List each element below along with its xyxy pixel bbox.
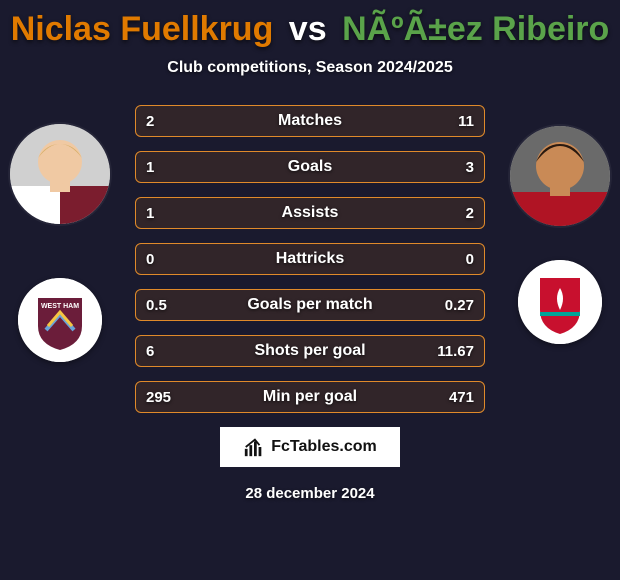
player-2-avatar-svg <box>510 126 610 226</box>
stat-row: 0 Hattricks 0 <box>135 243 485 275</box>
chart-icon <box>243 436 265 458</box>
fctables-logo-text: FcTables.com <box>271 438 377 456</box>
stat-value-left: 6 <box>146 336 154 366</box>
west-ham-crest-svg: WEST HAM <box>18 278 102 362</box>
stat-value-left: 1 <box>146 152 154 182</box>
stat-value-right: 11 <box>458 106 474 136</box>
player-2-name: NÃºÃ±ez Ribeiro <box>342 10 609 48</box>
stat-row: 295 Min per goal 471 <box>135 381 485 413</box>
stat-row: 1 Assists 2 <box>135 197 485 229</box>
vs-label: vs <box>289 10 327 48</box>
stat-value-right: 11.67 <box>437 336 474 366</box>
stat-row: 0.5 Goals per match 0.27 <box>135 289 485 321</box>
west-ham-crest: WEST HAM <box>18 278 102 362</box>
stat-value-left: 2 <box>146 106 154 136</box>
stat-row: 6 Shots per goal 11.67 <box>135 335 485 367</box>
player-1-avatar <box>10 124 110 224</box>
stat-value-left: 0.5 <box>146 290 167 320</box>
stat-label: Goals per match <box>247 296 372 314</box>
stat-label: Matches <box>278 112 342 130</box>
fctables-logo: FcTables.com <box>220 427 400 467</box>
stat-label: Shots per goal <box>254 342 365 360</box>
stat-row: 1 Goals 3 <box>135 151 485 183</box>
stat-label: Goals <box>288 158 332 176</box>
stat-label: Assists <box>282 204 339 222</box>
stat-value-left: 0 <box>146 244 154 274</box>
stat-value-right: 0 <box>466 244 474 274</box>
stat-value-right: 3 <box>466 152 474 182</box>
stat-value-left: 1 <box>146 198 154 228</box>
page-title: Niclas Fuellkrug vs NÃºÃ±ez Ribeiro <box>0 0 620 49</box>
subtitle: Club competitions, Season 2024/2025 <box>0 59 620 77</box>
stat-value-right: 2 <box>466 198 474 228</box>
stat-row: 2 Matches 11 <box>135 105 485 137</box>
player-1-avatar-svg <box>10 124 110 224</box>
stat-value-left: 295 <box>146 382 171 412</box>
player-2-avatar <box>510 126 610 226</box>
liverpool-crest <box>518 260 602 344</box>
stat-label: Min per goal <box>263 388 357 406</box>
comparison-card: Niclas Fuellkrug vs NÃºÃ±ez Ribeiro Club… <box>0 0 620 502</box>
stat-value-right: 471 <box>449 382 474 412</box>
stats-table: 2Matches111Goals31Assists20Hattricks00.5… <box>135 105 485 413</box>
svg-text:WEST HAM: WEST HAM <box>41 303 79 310</box>
date-label: 28 december 2024 <box>0 485 620 502</box>
player-1-name: Niclas Fuellkrug <box>11 10 274 48</box>
liverpool-crest-svg <box>518 260 602 344</box>
stat-label: Hattricks <box>276 250 344 268</box>
stat-value-right: 0.27 <box>445 290 474 320</box>
